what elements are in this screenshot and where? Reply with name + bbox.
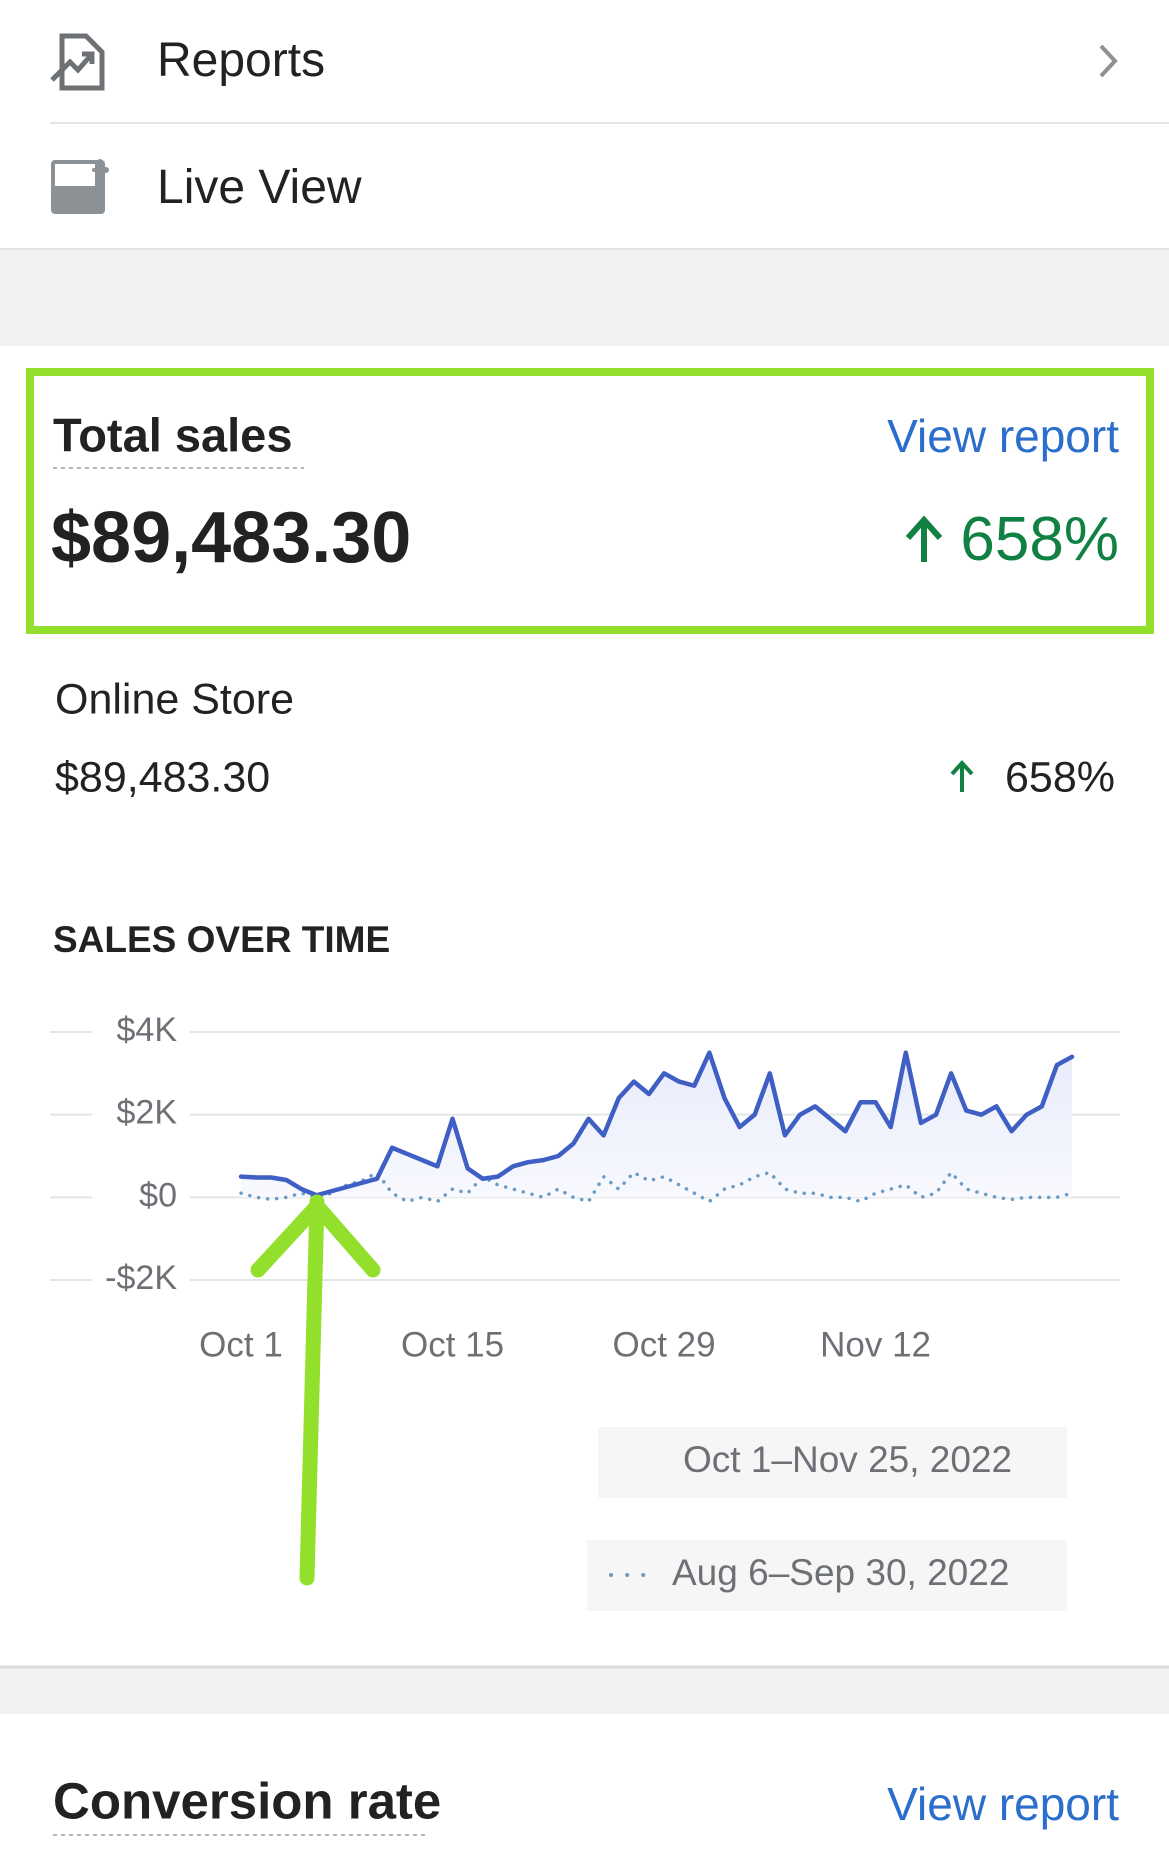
chart: SALES OVER TIME -$2K $0 $2K $4K Oct 1 Oct 15 O… [50,919,1120,1611]
up-arrow [950,760,974,792]
up-arrow [905,515,943,562]
tick-label-bg [92,1177,190,1218]
chevron[interactable] [1099,44,1118,78]
legend-label: Aug 6–Sep 30, 2022 [672,1552,1009,1593]
x-tick-label: Oct 1 [199,1325,283,1364]
channel-change: 658% [1005,753,1115,802]
chart-title: SALES OVER TIME [53,919,390,960]
area [241,1052,1072,1198]
legend-label: Oct 1–Nov 25, 2022 [683,1439,1012,1480]
tick-label-bg [92,1012,190,1052]
x-tick-label: Nov 12 [820,1325,931,1364]
legend-box [587,1540,1067,1611]
y-tick-label: $2K [117,1094,178,1132]
legend-box [598,1427,1067,1498]
legend-item[interactable]: Aug 6–Sep 30, 2022 [587,1540,1067,1611]
band [0,249,1169,346]
y-tick-label: $4K [117,1011,178,1049]
y-tick-label: -$2K [105,1259,177,1297]
annotation-arrow [250,1194,381,1586]
legend-item[interactable]: Oct 1–Nov 25, 2022 [598,1427,1067,1498]
nav-label[interactable]: Reports [157,34,326,87]
nav-label[interactable]: Live View [157,161,362,214]
card-title: Conversion rate [53,1772,442,1830]
band [0,1667,1169,1714]
series-line [238,1050,1075,1198]
y-tick-label: $0 [139,1176,177,1214]
channel-amount: $89,483.30 [55,753,271,802]
live-view-icon [51,159,109,214]
x-tick-label: Oct 29 [612,1325,715,1364]
x-tick-label: Oct 15 [401,1325,504,1364]
highlight-box [26,368,1154,634]
card-title: Total sales [53,408,293,462]
channel-title: Online Store [55,675,295,724]
tick-label-bg [92,1094,190,1135]
reports-icon [50,33,105,91]
change: 658% [960,505,1119,574]
tick-label-bg [92,1260,190,1300]
total-amount: $89,483.30 [51,498,412,578]
view-report-link[interactable]: View report [887,1778,1119,1830]
view-report-link[interactable]: View report [887,410,1119,462]
